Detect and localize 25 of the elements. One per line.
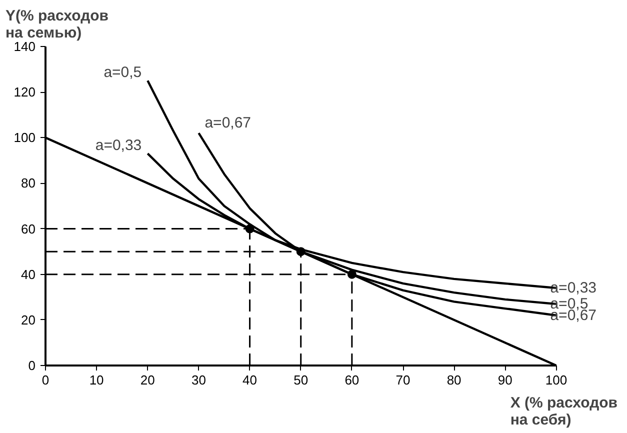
y-tick-label: 140 (14, 39, 36, 54)
y-tick-label: 120 (14, 84, 36, 100)
x-tick-label: 60 (344, 372, 360, 388)
x-tick-label: 0 (42, 372, 50, 388)
y-tick-label: 0 (28, 358, 36, 373)
y-tick-label: 80 (21, 176, 36, 191)
x-tick-label: 20 (140, 372, 155, 388)
x-tick-label: 10 (89, 372, 104, 388)
annotation: a=0,67 (204, 114, 252, 132)
x-tick-label: 50 (294, 372, 308, 388)
x-tick-label: 90 (498, 372, 512, 388)
annotation: a=0,33 (95, 137, 142, 154)
x-tick-label: 40 (242, 372, 258, 388)
y-tick-label: 40 (21, 266, 36, 282)
y-tick-label: 60 (21, 221, 36, 236)
y-tick-label: 100 (14, 130, 36, 146)
x-axis-title: X (% расходов на себя) (510, 394, 618, 428)
annotation: a=0,5 (104, 64, 142, 82)
y-axis-title: Y(% расходов на семью) (6, 8, 108, 42)
x-tick-label: 70 (396, 372, 410, 388)
y-tick-label: 20 (21, 312, 36, 328)
x-tick-label: 80 (446, 372, 462, 388)
x-tick-label: 30 (191, 372, 206, 388)
annotation: a=0,33 (550, 280, 597, 297)
x-tick-label: 100 (545, 372, 568, 388)
